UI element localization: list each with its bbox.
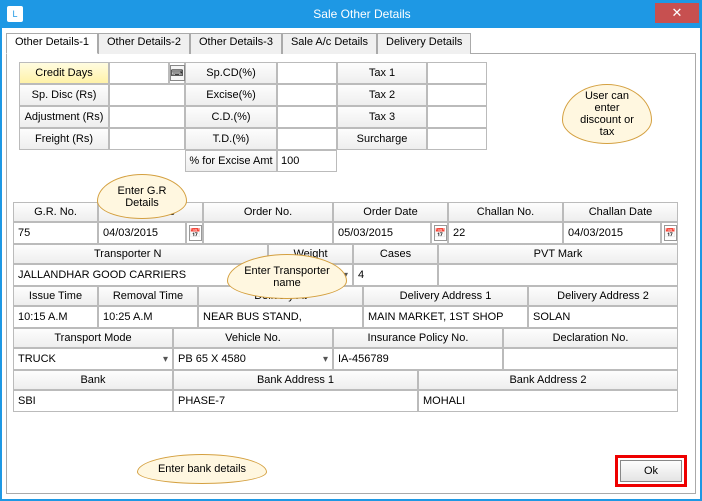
header-vehicle-no: Vehicle No. <box>173 328 333 348</box>
input-pvt-mark[interactable] <box>438 264 678 286</box>
titlebar: L Sale Other Details ✕ <box>0 0 702 28</box>
input-td[interactable] <box>277 128 337 150</box>
tab-delivery-details[interactable]: Delivery Details <box>377 33 471 54</box>
input-pct-excise[interactable] <box>277 150 337 172</box>
tab-other-details-3[interactable]: Other Details-3 <box>190 33 282 54</box>
tabs: Other Details-1 Other Details-2 Other De… <box>6 32 696 54</box>
input-delivery-addr1[interactable] <box>363 306 528 328</box>
header-declaration: Declaration No. <box>503 328 678 348</box>
tab-sale-ac-details[interactable]: Sale A/c Details <box>282 33 377 54</box>
input-insurance[interactable] <box>333 348 503 370</box>
calendar-icon[interactable]: 📅 <box>661 222 678 244</box>
calendar-icon[interactable]: 📅 <box>186 222 203 244</box>
input-tax3[interactable] <box>427 106 487 128</box>
label-tax3: Tax 3 <box>337 106 427 128</box>
header-challan-no: Challan No. <box>448 202 563 222</box>
window-title: Sale Other Details <box>23 7 701 21</box>
input-credit-days[interactable] <box>109 62 169 84</box>
input-removal-time[interactable] <box>98 306 198 328</box>
header-bank: Bank <box>13 370 173 390</box>
input-order-date[interactable] <box>333 222 431 244</box>
input-freight[interactable] <box>109 128 185 150</box>
input-delivery-at[interactable] <box>198 306 363 328</box>
input-bank[interactable] <box>13 390 173 412</box>
input-sp-cd[interactable] <box>277 62 337 84</box>
header-removal-time: Removal Time <box>98 286 198 306</box>
header-transport-mode: Transport Mode <box>13 328 173 348</box>
app-icon: L <box>7 6 23 22</box>
label-cd: C.D.(%) <box>185 106 277 128</box>
callout-bank: Enter bank details <box>137 454 267 484</box>
ok-button[interactable]: Ok <box>620 460 682 482</box>
label-freight: Freight (Rs) <box>19 128 109 150</box>
header-insurance: Insurance Policy No. <box>333 328 503 348</box>
label-adjustment: Adjustment (Rs) <box>19 106 109 128</box>
calendar-icon[interactable]: 📅 <box>431 222 448 244</box>
label-tax2: Tax 2 <box>337 84 427 106</box>
label-excise: Excise(%) <box>185 84 277 106</box>
input-tax2[interactable] <box>427 84 487 106</box>
header-delivery-addr2: Delivery Address 2 <box>528 286 678 306</box>
input-bank-addr2[interactable] <box>418 390 678 412</box>
header-delivery-addr1: Delivery Address 1 <box>363 286 528 306</box>
label-td: T.D.(%) <box>185 128 277 150</box>
input-tax1[interactable] <box>427 62 487 84</box>
header-bank-addr1: Bank Address 1 <box>173 370 418 390</box>
input-cd[interactable] <box>277 106 337 128</box>
select-vehicle-no[interactable]: PB 65 X 4580 <box>173 348 333 370</box>
header-issue-time: Issue Time <box>13 286 98 306</box>
label-tax1: Tax 1 <box>337 62 427 84</box>
input-declaration[interactable] <box>503 348 678 370</box>
input-sp-disc[interactable] <box>109 84 185 106</box>
window-body: Other Details-1 Other Details-2 Other De… <box>0 28 702 501</box>
label-credit-days: Credit Days <box>19 62 109 84</box>
calculator-icon[interactable]: ⌨ <box>169 62 185 84</box>
input-cases[interactable] <box>353 264 438 286</box>
input-gr-date[interactable] <box>98 222 186 244</box>
label-sp-cd: Sp.CD(%) <box>185 62 277 84</box>
header-order-date: Order Date <box>333 202 448 222</box>
tab-content: Credit Days ⌨ Sp.CD(%) Tax 1 Sp. Disc (R… <box>6 54 696 494</box>
input-surcharge[interactable] <box>427 128 487 150</box>
ok-button-highlight: Ok <box>615 455 687 487</box>
input-challan-no[interactable] <box>448 222 563 244</box>
label-pct-excise: % for Excise Amt <box>185 150 277 172</box>
header-challan-date: Challan Date <box>563 202 678 222</box>
callout-transporter: Enter Transporter name <box>227 254 347 299</box>
header-gr-no: G.R. No. <box>13 202 98 222</box>
header-bank-addr2: Bank Address 2 <box>418 370 678 390</box>
tab-other-details-1[interactable]: Other Details-1 <box>6 33 98 54</box>
label-sp-disc: Sp. Disc (Rs) <box>19 84 109 106</box>
header-order-no: Order No. <box>203 202 333 222</box>
label-surcharge: Surcharge <box>337 128 427 150</box>
input-excise[interactable] <box>277 84 337 106</box>
input-issue-time[interactable] <box>13 306 98 328</box>
input-bank-addr1[interactable] <box>173 390 418 412</box>
select-transport-mode[interactable]: TRUCK <box>13 348 173 370</box>
input-order-no[interactable] <box>203 222 333 244</box>
close-button[interactable]: ✕ <box>655 3 699 23</box>
input-delivery-addr2[interactable] <box>528 306 678 328</box>
header-pvt-mark: PVT Mark <box>438 244 678 264</box>
input-challan-date[interactable] <box>563 222 661 244</box>
header-cases: Cases <box>353 244 438 264</box>
input-adjustment[interactable] <box>109 106 185 128</box>
header-transporter-name: Transporter N <box>13 244 268 264</box>
tab-other-details-2[interactable]: Other Details-2 <box>98 33 190 54</box>
callout-gr-details: Enter G.R Details <box>97 174 187 219</box>
input-gr-no[interactable] <box>13 222 98 244</box>
